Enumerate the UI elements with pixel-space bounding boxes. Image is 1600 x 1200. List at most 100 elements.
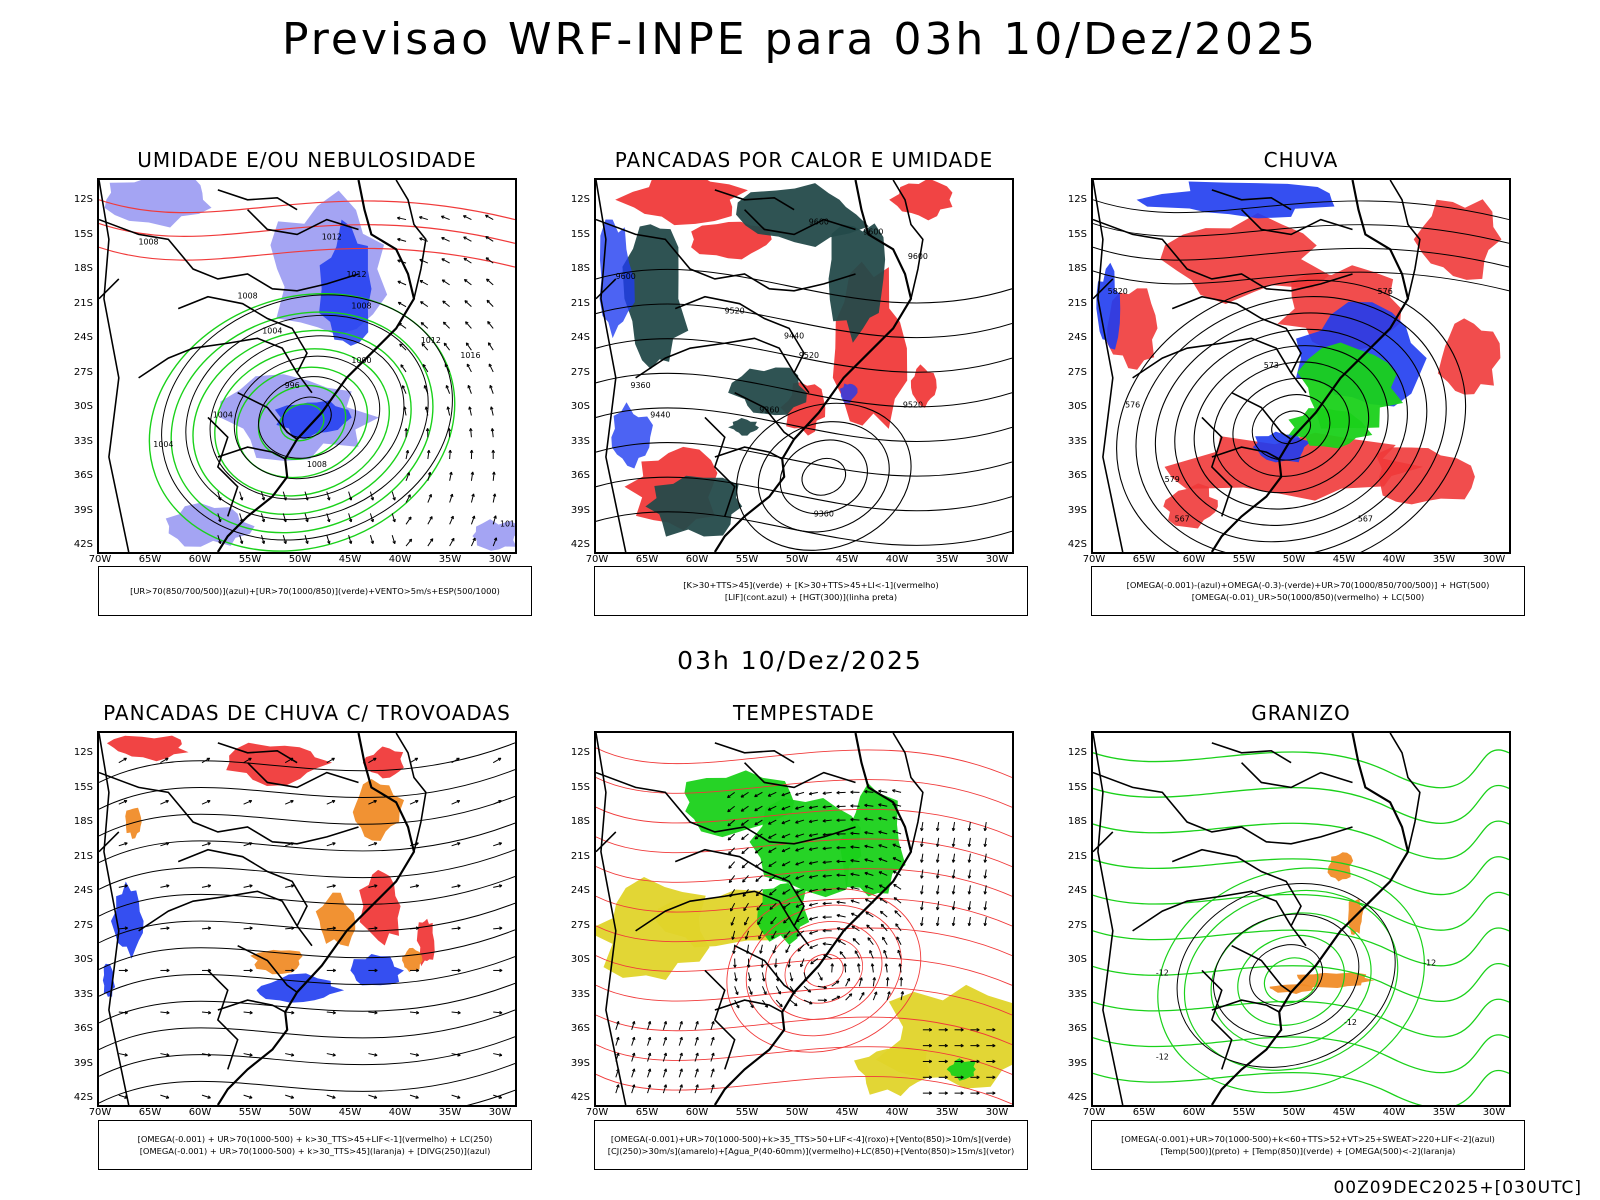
wind-vector [401, 385, 406, 389]
lon-tick-label: 60W [188, 554, 212, 565]
country-border [138, 337, 313, 394]
lat-tick-label: 15S [570, 228, 590, 240]
wind-vector-850 [728, 875, 736, 883]
lon-tick-label: 30W [1482, 554, 1506, 565]
humidity-deep-area [319, 219, 372, 346]
wind-vector-850 [740, 805, 749, 812]
wind-vector-850 [968, 853, 971, 863]
wind-vector-850 [647, 1021, 651, 1030]
wind-vector-850 [878, 884, 883, 888]
wind-vector-850 [763, 991, 767, 995]
wind-vector-850 [836, 914, 846, 918]
wind-vector-850 [850, 859, 860, 863]
wind-vector [282, 491, 287, 501]
wind-vector-850 [839, 951, 843, 955]
wind-vector-850 [757, 921, 761, 926]
legend-line: [Temp(500)](preto) + [Temp(850)](verde) … [1160, 1146, 1456, 1156]
wind-vector [464, 300, 472, 308]
wind-vector-850 [772, 950, 776, 954]
lon-tick-label: 30W [985, 1107, 1009, 1118]
wind-vector [419, 237, 423, 241]
contour-label: 1008 [138, 237, 158, 246]
wind-vector-850 [775, 999, 783, 1008]
wind-vector-850 [976, 1075, 980, 1080]
geopotential-line [596, 268, 1012, 304]
wind-vector-850 [885, 977, 890, 981]
wind-vector-850 [740, 808, 745, 812]
country-border [596, 831, 617, 853]
wind-vector [466, 363, 470, 368]
thunder-orange-area [125, 807, 142, 839]
omega-blue-area [1252, 431, 1312, 463]
country-border [1241, 209, 1353, 236]
wind-vector [489, 384, 493, 389]
wind-vector [485, 257, 490, 261]
wind-vector-850 [864, 885, 869, 889]
wind-vector-850 [817, 972, 823, 981]
streamline [99, 742, 515, 783]
legend-line: [OMEGA(-0.001)+UR>70(1000-500)+k<60+TTS>… [1121, 1134, 1495, 1144]
wind-vector-850 [795, 861, 805, 866]
streamline-arrow [201, 1053, 211, 1056]
wind-vector-850 [616, 1020, 620, 1025]
wind-vector-850 [803, 999, 813, 1005]
wind-vector-850 [822, 874, 832, 877]
wind-vector-850 [785, 944, 791, 953]
humidity-upper-area [472, 519, 515, 551]
wind-vector-850 [727, 794, 731, 799]
legend-pancadas-calor: [K>30+TTS>45](verde) + [K>30+TTS>45+LI<-… [594, 566, 1028, 616]
wind-vector-850 [845, 978, 850, 987]
streamline-arrow [249, 1095, 253, 1099]
wind-vector [326, 513, 330, 523]
wind-vector-850 [822, 847, 832, 850]
wind-vector-850 [967, 907, 972, 911]
wind-vector [348, 540, 353, 545]
wind-vector-850 [727, 837, 732, 841]
wind-vector-850 [968, 869, 971, 879]
wind-vector-850 [742, 879, 746, 883]
streamline-arrow [201, 1094, 211, 1099]
streamline-arrow [248, 757, 252, 761]
wind-vector-850 [870, 963, 875, 967]
andes-border [1093, 180, 1124, 552]
wind-vector-850 [694, 1052, 699, 1062]
wind-vector [462, 215, 467, 219]
wind-vector-850 [647, 1084, 651, 1094]
streamline-arrow [415, 799, 419, 804]
streamline-850 [596, 866, 1012, 897]
wind-vector-850 [781, 791, 791, 796]
contour-label: 9440 [650, 410, 670, 419]
wind-vector-850 [850, 790, 854, 794]
lat-tick-label: 15S [1067, 781, 1087, 793]
wind-vector [397, 280, 401, 284]
wind-vector [261, 540, 266, 545]
wind-vector [448, 449, 452, 454]
country-border [1211, 446, 1280, 460]
wind-vector-850 [864, 818, 874, 821]
wind-vector-850 [781, 848, 786, 853]
country-border [247, 762, 359, 789]
humidity-upper-area [104, 180, 212, 228]
wind-vector [420, 301, 429, 308]
wind-vector-850 [983, 859, 987, 863]
wind-vector-850 [846, 977, 851, 982]
lon-tick-label: 65W [1132, 554, 1156, 565]
wind-vector-850 [976, 1091, 980, 1095]
streamline-arrow [457, 1010, 461, 1015]
wind-green-area [946, 1058, 976, 1081]
wind-vector-850 [782, 891, 786, 895]
lat-tick-label: 42S [570, 539, 590, 550]
lon-tick-label: 30W [985, 554, 1009, 565]
streamline-arrow [374, 926, 378, 930]
wind-vector-850 [878, 871, 883, 875]
wind-vector-850 [859, 992, 865, 1001]
wind-vector-850 [951, 827, 956, 832]
streamline-arrow [123, 799, 128, 804]
wind-vector-850 [878, 803, 882, 807]
wind-vector-850 [984, 916, 987, 926]
wind-vector [463, 236, 467, 240]
lat-tick-label: 18S [570, 263, 590, 274]
country-border [207, 969, 239, 1070]
lon-tick-label: 45W [835, 554, 859, 565]
streamline-arrow [249, 884, 253, 888]
